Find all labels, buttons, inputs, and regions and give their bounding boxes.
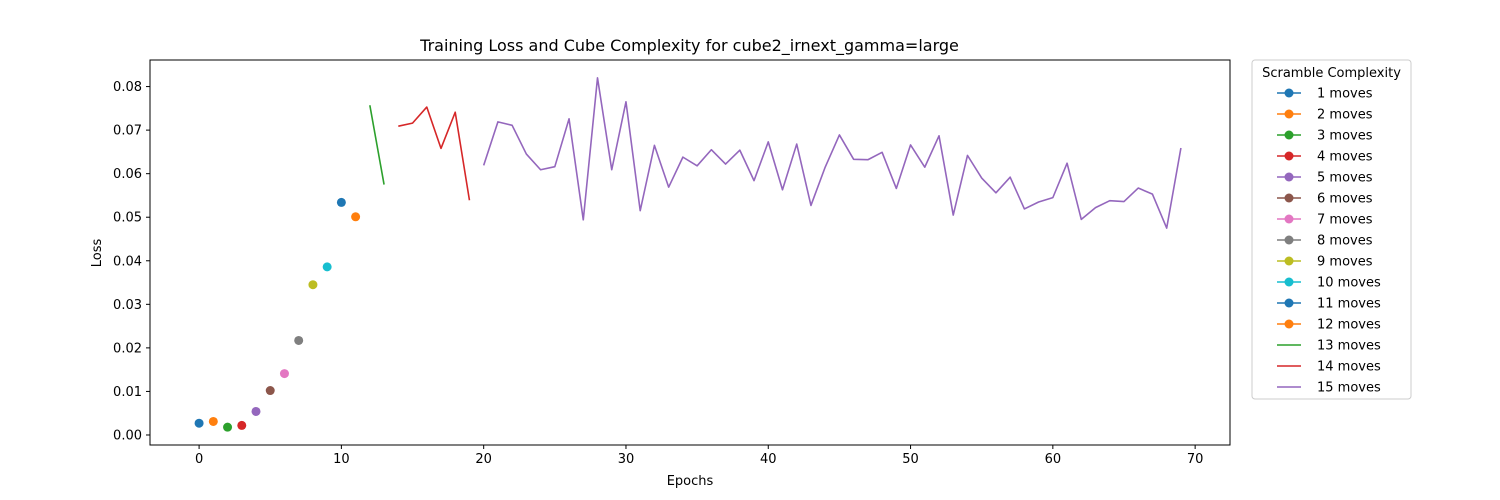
y-tick-label: 0.00 — [113, 428, 142, 443]
plot-frame — [149, 59, 1231, 446]
x-tick-label: 10 — [333, 452, 350, 467]
legend-label: 1 moves — [1317, 87, 1373, 102]
x-tick-label: 40 — [760, 452, 777, 467]
legend-label: 5 moves — [1317, 171, 1373, 186]
legend-marker-6-moves — [1284, 193, 1294, 203]
y-tick-label: 0.07 — [113, 124, 142, 139]
x-tick-label: 70 — [1187, 452, 1204, 467]
legend-label: 3 moves — [1317, 129, 1373, 144]
data-point-10-moves — [322, 262, 332, 272]
y-tick-label: 0.05 — [113, 211, 142, 226]
legend-title: Scramble Complexity — [1262, 66, 1401, 81]
legend-label: 15 moves — [1317, 381, 1381, 396]
legend-marker-5-moves — [1284, 172, 1294, 182]
data-point-11-moves — [336, 197, 346, 207]
y-tick-label: 0.04 — [113, 254, 142, 269]
series-line-13-moves — [369, 105, 385, 185]
data-point-7-moves — [279, 369, 289, 379]
legend-marker-1-moves — [1284, 88, 1294, 98]
legend: Scramble Complexity 1 moves 2 moves 3 move… — [1251, 59, 1412, 400]
legend-label: 10 moves — [1317, 276, 1381, 291]
x-tick-label: 60 — [1045, 452, 1062, 467]
y-axis-label: Loss — [90, 239, 105, 268]
data-point-9-moves — [308, 280, 318, 290]
legend-label: 6 moves — [1317, 192, 1373, 207]
data-point-6-moves — [265, 386, 275, 396]
x-tick-label: 30 — [618, 452, 635, 467]
legend-label: 12 moves — [1317, 318, 1381, 333]
data-point-1-moves — [194, 418, 204, 428]
data-point-8-moves — [294, 335, 304, 345]
legend-marker-10-moves — [1284, 277, 1294, 287]
legend-label: 14 moves — [1317, 360, 1381, 375]
y-axis: 0.00 0.01 0.02 0.03 0.04 0.05 0.06 0.07 0.08 — [113, 80, 150, 443]
legend-marker-4-moves — [1284, 151, 1294, 161]
x-tick-label: 0 — [195, 452, 203, 467]
legend-label: 8 moves — [1317, 234, 1373, 249]
data-point-5-moves — [251, 406, 261, 416]
legend-frame — [1251, 59, 1412, 400]
legend-marker-2-moves — [1284, 109, 1294, 119]
legend-marker-3-moves — [1284, 130, 1294, 140]
series-line-15-moves — [482, 77, 1182, 229]
legend-label: 2 moves — [1317, 108, 1373, 123]
legend-marker-7-moves — [1284, 214, 1294, 224]
y-tick-label: 0.08 — [113, 80, 142, 95]
x-axis: 0 10 20 30 40 50 60 70 — [195, 445, 1203, 467]
x-tick-label: 20 — [475, 452, 492, 467]
legend-marker-9-moves — [1284, 256, 1294, 266]
y-tick-label: 0.06 — [113, 167, 142, 182]
legend-label: 7 moves — [1317, 213, 1373, 228]
legend-label: 13 moves — [1317, 339, 1381, 354]
legend-label: 11 moves — [1317, 297, 1381, 312]
series-line-14-moves — [398, 106, 471, 201]
y-tick-label: 0.01 — [113, 385, 142, 400]
chart-title: Training Loss and Cube Complexity for cu… — [419, 36, 959, 56]
data-point-12-moves — [351, 212, 361, 222]
data-point-4-moves — [237, 420, 247, 430]
x-axis-label: Epochs — [667, 474, 714, 489]
legend-items: 1 moves 2 moves 3 moves 4 moves 5 moves 6 mov… — [1277, 87, 1381, 396]
legend-marker-12-moves — [1284, 319, 1294, 329]
legend-marker-11-moves — [1284, 298, 1294, 308]
data-point-2-moves — [208, 416, 218, 426]
legend-label: 4 moves — [1317, 150, 1373, 165]
legend-label: 9 moves — [1317, 255, 1373, 270]
legend-marker-8-moves — [1284, 235, 1294, 245]
y-tick-label: 0.02 — [113, 341, 142, 356]
x-tick-label: 50 — [902, 452, 919, 467]
data-point-3-moves — [223, 422, 233, 432]
plot-area — [194, 77, 1182, 432]
y-tick-label: 0.03 — [113, 298, 142, 313]
